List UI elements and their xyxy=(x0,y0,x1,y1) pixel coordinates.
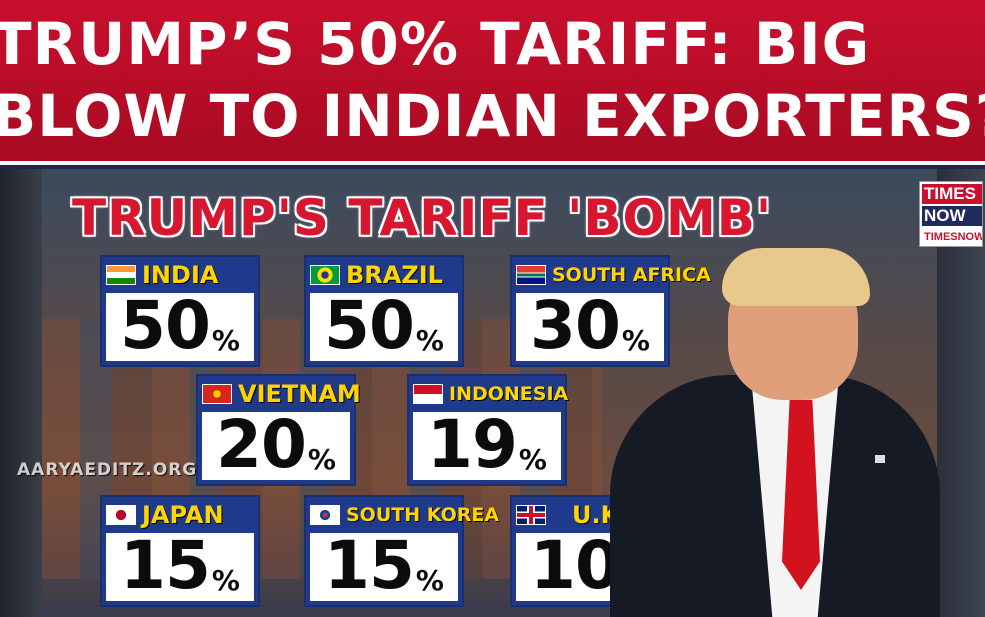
indonesia-flag-icon xyxy=(413,384,443,404)
red-tie xyxy=(782,400,820,590)
logo-row-3: TIMESNOW xyxy=(924,231,982,243)
panel-title: TRUMP'S TARIFF 'BOMB' xyxy=(71,188,773,248)
tariff-value: 15 xyxy=(120,527,211,604)
country-label: JAPAN xyxy=(142,501,224,529)
vietnam-flag-icon xyxy=(202,384,232,404)
tariff-unit: % xyxy=(415,324,444,357)
tariff-unit: % xyxy=(415,564,444,597)
south-korea-flag-icon xyxy=(310,505,340,525)
tariff-value: 20 xyxy=(216,406,307,483)
logo-row-2: NOW xyxy=(922,206,982,226)
uk-flag-icon xyxy=(516,505,546,525)
tariff-value: 10 xyxy=(530,527,621,604)
tariff-card-brazil: BRAZIL 50 % xyxy=(304,255,464,367)
tariff-unit: % xyxy=(307,443,336,476)
south-africa-flag-icon xyxy=(516,265,546,285)
headline-line-2: BLOW TO INDIAN EXPORTERS? xyxy=(0,82,985,150)
tariff-card-south-africa: SOUTH AFRICA 30 % xyxy=(510,255,711,367)
left-background-strip xyxy=(0,169,42,617)
country-label: VIETNAM xyxy=(238,380,361,408)
lapel-pin-icon xyxy=(875,455,885,463)
country-label: BRAZIL xyxy=(346,261,443,289)
tariff-unit: % xyxy=(518,443,547,476)
tariff-card-south-korea: SOUTH KOREA 15 % xyxy=(304,495,499,607)
country-label: SOUTH AFRICA xyxy=(552,264,711,286)
tariff-unit: % xyxy=(211,324,240,357)
brazil-flag-icon xyxy=(310,265,340,285)
india-flag-icon xyxy=(106,265,136,285)
tariff-unit: % xyxy=(211,564,240,597)
headline-line-1: TRUMP’S 50% TARIFF: BIG xyxy=(0,10,871,78)
tariff-value: 50 xyxy=(120,287,211,364)
japan-flag-icon xyxy=(106,505,136,525)
times-now-logo: TIMES NOW TIMESNOW xyxy=(919,181,983,247)
tariff-card-japan: JAPAN 15 % xyxy=(100,495,260,607)
logo-row-1: TIMES xyxy=(922,184,982,204)
country-label: SOUTH KOREA xyxy=(346,504,500,526)
tariff-card-indonesia: INDONESIA 19 % xyxy=(407,374,569,486)
hair xyxy=(722,248,870,306)
tariff-value: 50 xyxy=(324,287,415,364)
tariff-card-vietnam: VIETNAM 20 % xyxy=(196,374,361,486)
country-label: INDIA xyxy=(142,261,219,289)
tariff-value: 19 xyxy=(427,406,518,483)
watermark-text: AARYAEDITZ.ORG xyxy=(17,460,198,480)
headline-banner: TRUMP’S 50% TARIFF: BIG BLOW TO INDIAN E… xyxy=(0,0,985,165)
trump-photo xyxy=(610,240,940,617)
country-label: INDONESIA xyxy=(449,383,569,405)
tariff-card-india: INDIA 50 % xyxy=(100,255,260,367)
tariff-unit: % xyxy=(621,324,650,357)
tariff-value: 15 xyxy=(324,527,415,604)
tariff-value: 30 xyxy=(530,287,621,364)
